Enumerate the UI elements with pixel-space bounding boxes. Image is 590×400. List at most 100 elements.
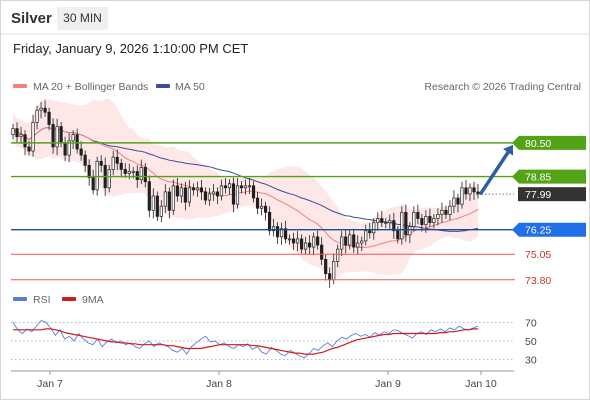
candle	[336, 244, 340, 268]
candle-body	[75, 134, 79, 150]
candle-body	[231, 183, 236, 205]
candle-body	[316, 236, 320, 246]
rsi-tick-label: 30	[525, 355, 537, 367]
candle-body	[47, 111, 51, 125]
candle	[43, 100, 47, 117]
candle	[191, 183, 195, 196]
candle	[79, 141, 83, 161]
candle	[255, 191, 260, 214]
candle-body	[400, 211, 404, 240]
candle	[340, 230, 344, 257]
candle	[320, 237, 324, 266]
candle	[356, 235, 360, 255]
candle-body	[15, 128, 19, 138]
candle-body	[119, 162, 123, 170]
rsi-tick-label: 70	[525, 317, 537, 329]
candle-body	[115, 156, 119, 164]
resistance-level-label: 78.85	[525, 172, 551, 184]
pivot-level-label: 76.25	[525, 225, 551, 237]
candle-body	[336, 248, 340, 262]
candle	[348, 230, 352, 250]
candle-body	[388, 220, 392, 223]
candle-body	[211, 191, 216, 195]
candle	[119, 158, 123, 178]
candle-body	[304, 242, 308, 250]
candle-body	[456, 197, 460, 205]
candle-body	[340, 236, 344, 250]
candle-body	[279, 228, 284, 238]
timeframe-button[interactable]: 30 MIN	[57, 7, 108, 30]
candle-body	[408, 226, 412, 236]
x-tick-label: Jan 7	[37, 378, 63, 390]
candle-body	[215, 191, 220, 197]
resistance-level-tag	[512, 135, 586, 150]
candle	[304, 236, 308, 255]
chart-header: Silver 30 MIN	[0, 0, 590, 34]
copyright-label: Research © 2026 Trading Central	[424, 81, 581, 93]
candle-body	[59, 126, 63, 144]
pivot-level-tag	[512, 222, 586, 237]
candle-body	[79, 148, 83, 156]
x-tick-label: Jan 8	[206, 378, 232, 390]
candle	[39, 102, 43, 119]
candle-body	[243, 185, 248, 189]
candle	[275, 222, 280, 244]
candle	[31, 114, 35, 157]
candle-body	[135, 171, 139, 181]
candle	[247, 178, 252, 194]
candle	[372, 218, 376, 240]
candle	[292, 232, 296, 250]
candle	[376, 212, 380, 231]
candle-body	[155, 195, 159, 217]
candle-body	[91, 177, 95, 191]
rsi-legend-label: RSI	[33, 294, 51, 306]
candle-body	[55, 126, 59, 148]
candle-body	[99, 160, 103, 166]
candle	[416, 204, 420, 225]
candle-body	[348, 234, 352, 246]
candle	[139, 159, 143, 185]
candle-body	[416, 211, 420, 219]
candle	[107, 164, 111, 193]
rsi-line	[12, 319, 479, 359]
candle-body	[139, 167, 143, 181]
chart-datetime: Friday, January 9, 2026 1:10:00 PM CET	[13, 41, 249, 56]
candle	[239, 181, 244, 194]
candle-body	[71, 134, 75, 142]
candle-body	[127, 171, 131, 174]
candle	[223, 178, 228, 194]
candle	[99, 155, 103, 173]
candle	[215, 187, 220, 205]
candle-body	[404, 211, 408, 236]
candle	[71, 130, 75, 149]
candle	[187, 180, 191, 207]
candle-body	[364, 230, 368, 242]
resistance-level-tag	[512, 169, 586, 184]
candle-body	[292, 238, 296, 244]
candle-body	[396, 230, 400, 240]
candle-body	[472, 187, 476, 193]
candle-body	[131, 171, 135, 173]
candle	[388, 214, 392, 230]
candle	[436, 208, 440, 226]
candle	[384, 218, 388, 229]
candle-body	[95, 160, 99, 191]
candle-body	[183, 187, 187, 203]
ma50-legend-swatch	[156, 84, 170, 88]
candle	[283, 220, 288, 244]
candle-body	[227, 183, 232, 189]
candle	[468, 183, 472, 201]
candle	[300, 234, 304, 254]
candle	[432, 213, 436, 229]
candle-body	[372, 222, 376, 234]
candle-body	[27, 146, 31, 152]
candle	[412, 206, 416, 232]
candle	[271, 218, 276, 237]
candle	[380, 210, 384, 228]
candle-body	[163, 191, 167, 207]
candle	[155, 191, 159, 221]
candle	[83, 150, 87, 173]
candle	[219, 179, 224, 201]
candle	[324, 254, 328, 281]
candle-body	[420, 218, 424, 225]
